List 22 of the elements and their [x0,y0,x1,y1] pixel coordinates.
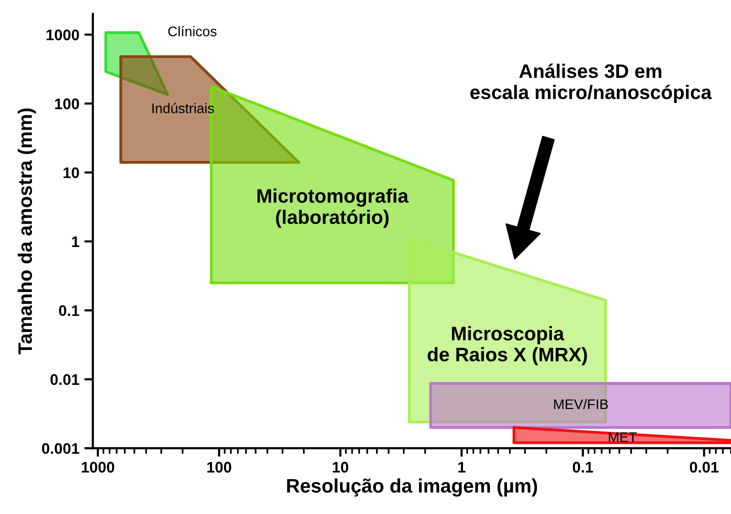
y-tick-label: 1000 [46,29,80,40]
x-tick-label: 0.1 [572,462,594,473]
x-tick-label: 100 [207,462,232,473]
x-tick-label: 0.01 [690,462,719,473]
y-tick-label: 10 [64,167,80,178]
y-tick-label: 0.01 [50,374,80,385]
x-tick-label: 1 [458,462,466,472]
series-label: Clínicos [168,26,216,36]
series-label: Microtomografia (laboratório) [257,188,409,228]
x-tick-label: 1000 [82,462,114,473]
series-label: MET [608,432,637,442]
series-label: Indústriais [152,102,214,114]
y-tick-label: 0.001 [42,443,80,454]
x-axis-title: Resolução da imagem (µm) [287,478,538,497]
series-label: MEV/FIB [554,398,608,410]
y-tick-label: 0.1 [59,305,80,316]
y-axis-title: Tamanho da amostra (mm) [18,108,36,354]
y-tick-label: 100 [55,98,80,110]
y-tick-label: 1 [72,236,80,247]
x-tick-label: 10 [332,462,348,473]
series-label: Microscopia de Raios X (MRX) [428,326,587,366]
annotation: Análises 3D em escala micro/nanoscópica [470,64,712,104]
